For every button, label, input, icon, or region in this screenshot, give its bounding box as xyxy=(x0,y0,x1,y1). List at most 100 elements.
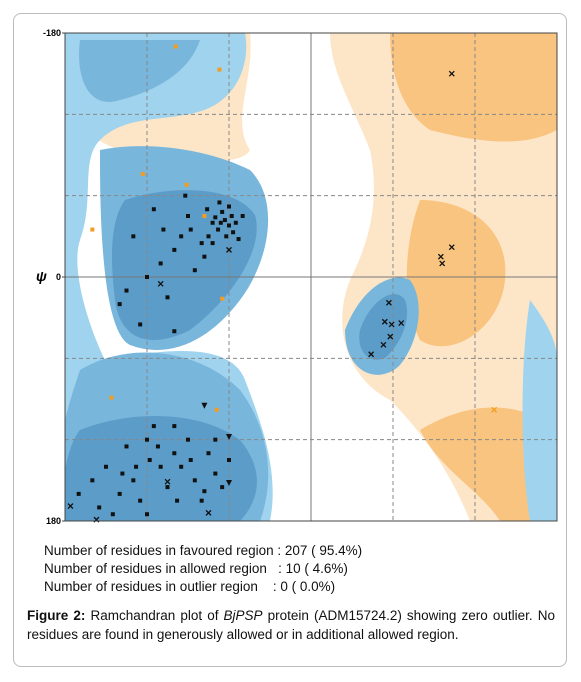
point xyxy=(145,275,149,279)
point xyxy=(131,478,136,483)
point xyxy=(448,70,455,77)
stats: Number of residues in favoured region : … xyxy=(44,542,362,596)
point xyxy=(217,67,222,72)
point xyxy=(368,351,375,358)
point xyxy=(188,227,193,232)
point xyxy=(213,215,218,220)
point xyxy=(172,329,177,334)
caption-text: Ramchandran plot of xyxy=(85,608,224,623)
point xyxy=(186,437,190,442)
point xyxy=(388,321,395,328)
point xyxy=(439,260,446,267)
point xyxy=(437,253,444,260)
point xyxy=(124,288,129,293)
point xyxy=(161,227,166,232)
point xyxy=(199,241,204,246)
points xyxy=(67,44,498,523)
y-tick-label: 0 xyxy=(56,272,61,282)
point xyxy=(138,322,143,327)
point xyxy=(381,318,388,325)
point xyxy=(385,299,392,306)
point xyxy=(76,491,81,496)
point xyxy=(184,182,189,187)
point xyxy=(240,214,245,218)
point xyxy=(233,220,238,225)
point xyxy=(109,395,114,400)
point xyxy=(202,489,207,494)
region-core-blue xyxy=(65,190,257,521)
point xyxy=(210,220,215,225)
point xyxy=(387,333,394,340)
point xyxy=(210,241,215,246)
point xyxy=(165,295,170,300)
point xyxy=(172,451,177,456)
point xyxy=(157,280,164,287)
point xyxy=(172,247,177,252)
point xyxy=(227,204,231,209)
point xyxy=(188,458,193,462)
point xyxy=(117,491,122,496)
stat-line: Number of residues in allowed region : 1… xyxy=(44,561,348,576)
point xyxy=(90,478,95,483)
figure-frame xyxy=(13,13,567,667)
point xyxy=(151,207,156,212)
point xyxy=(67,503,74,510)
point xyxy=(216,227,221,232)
point xyxy=(175,498,180,503)
point xyxy=(158,261,163,266)
point xyxy=(164,478,171,485)
point xyxy=(213,437,218,442)
point xyxy=(226,433,232,440)
point xyxy=(97,505,102,510)
point xyxy=(202,214,207,218)
point xyxy=(236,237,241,242)
point xyxy=(186,214,190,218)
point xyxy=(110,512,115,517)
point xyxy=(138,498,143,503)
stat-line: Number of residues in outlier region : 0… xyxy=(44,579,336,594)
caption-label: Figure 2: xyxy=(27,608,86,623)
point xyxy=(380,341,387,348)
y-tick-label: 180 xyxy=(46,516,61,526)
point xyxy=(145,437,149,442)
point xyxy=(213,471,218,476)
point xyxy=(165,485,170,490)
point xyxy=(183,193,188,198)
point xyxy=(205,207,210,212)
point xyxy=(172,424,177,429)
point xyxy=(227,458,231,462)
point xyxy=(205,509,212,516)
point xyxy=(217,200,222,205)
point xyxy=(220,296,225,301)
point xyxy=(140,171,145,176)
caption-italic: BjPSP xyxy=(223,608,263,623)
point xyxy=(104,464,108,469)
point xyxy=(201,402,208,409)
point xyxy=(202,254,207,259)
point xyxy=(491,406,498,413)
point xyxy=(134,464,139,469)
point xyxy=(151,424,156,429)
point xyxy=(179,234,184,239)
point xyxy=(226,480,232,487)
point xyxy=(220,485,225,490)
point xyxy=(226,246,232,253)
point xyxy=(120,471,125,476)
point xyxy=(222,218,227,223)
region-allowed-blue xyxy=(522,300,557,521)
point xyxy=(145,512,149,517)
region-glycine-core xyxy=(359,294,408,360)
point xyxy=(155,444,160,449)
point xyxy=(448,244,455,251)
point xyxy=(117,302,122,307)
point xyxy=(206,234,211,239)
point xyxy=(218,220,223,225)
point xyxy=(224,234,229,239)
point xyxy=(229,214,234,218)
point xyxy=(227,223,231,228)
point xyxy=(231,230,236,235)
point xyxy=(179,464,184,469)
point xyxy=(206,451,211,456)
point xyxy=(90,227,95,232)
